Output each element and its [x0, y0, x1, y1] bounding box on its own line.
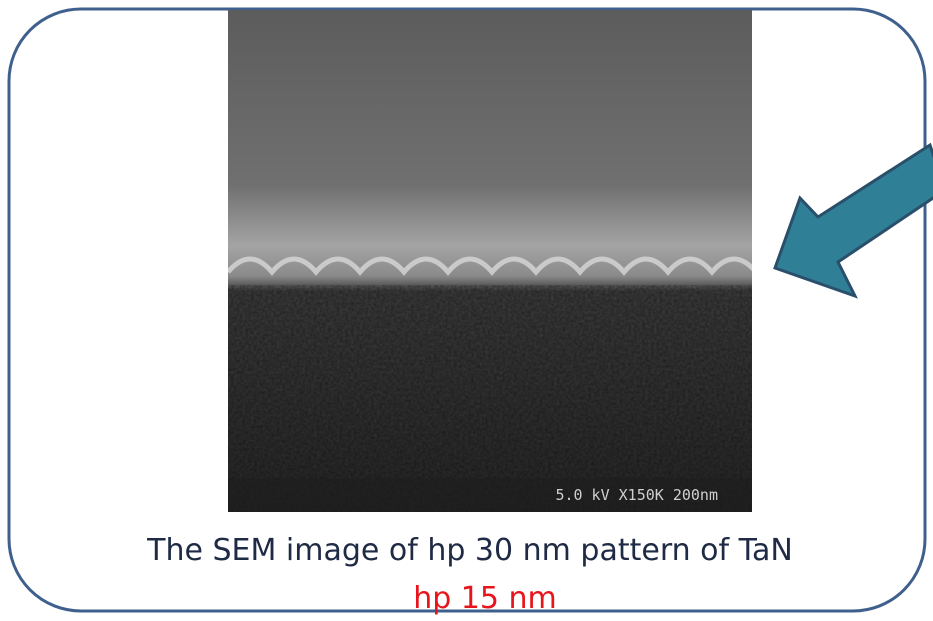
slide: 5.0 kV X150K 200nm The SEM image of hp 3…	[0, 0, 933, 621]
annotation: hp 15 nm	[413, 581, 557, 616]
caption: The SEM image of hp 30 nm pattern of TaN	[146, 533, 793, 568]
image-label: 5.0 kV X150K 200nm	[555, 486, 718, 504]
page: 5.0 kV X150K 200nm The SEM image of hp 3…	[0, 0, 933, 621]
sem-image: 5.0 kV X150K 200nm	[228, 10, 756, 512]
